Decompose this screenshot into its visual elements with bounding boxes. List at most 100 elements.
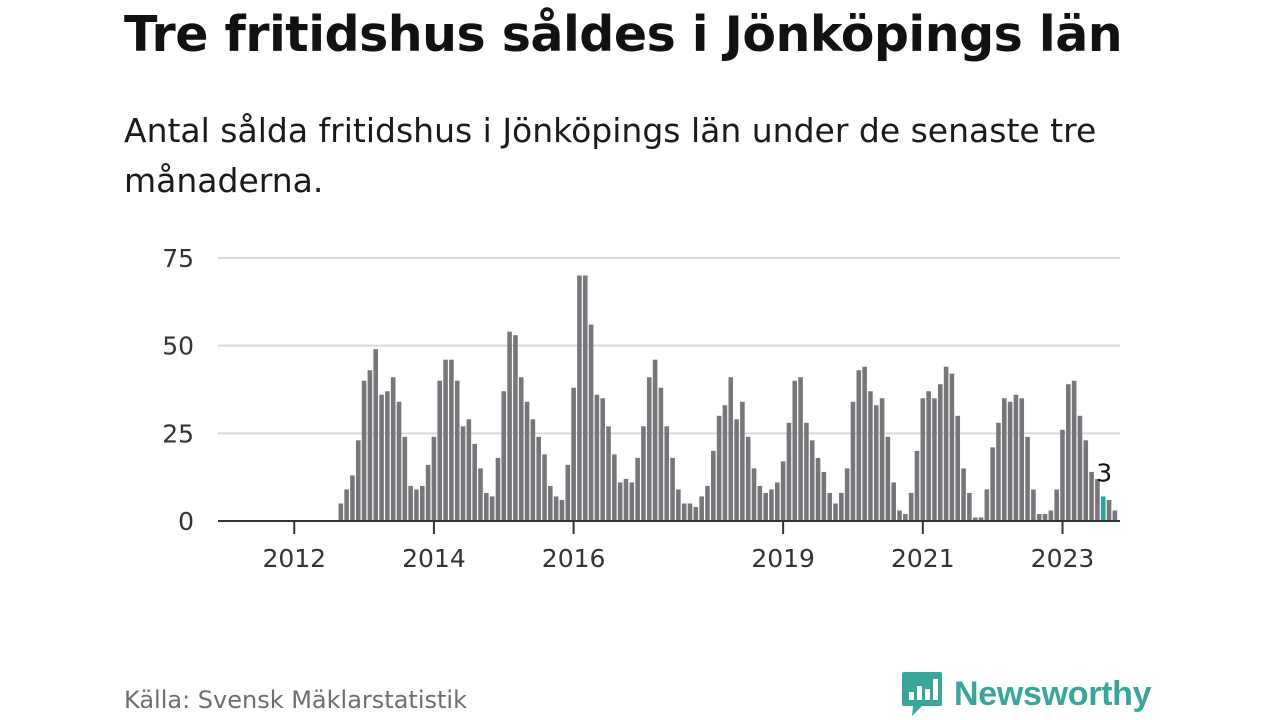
bar bbox=[821, 471, 827, 521]
bar bbox=[716, 415, 722, 521]
bar bbox=[967, 492, 972, 521]
bar bbox=[705, 485, 710, 521]
bar bbox=[507, 331, 512, 521]
bar bbox=[734, 419, 739, 521]
bar bbox=[600, 398, 606, 521]
bar bbox=[565, 464, 571, 521]
bar bbox=[472, 443, 477, 521]
bar bbox=[804, 422, 809, 521]
bar bbox=[943, 366, 949, 521]
bar bbox=[379, 394, 384, 521]
bar bbox=[891, 482, 897, 521]
bar bbox=[501, 391, 507, 521]
bar bbox=[1042, 513, 1048, 521]
bar bbox=[670, 457, 675, 521]
bar bbox=[571, 387, 576, 521]
bar bbox=[850, 401, 856, 521]
bar bbox=[687, 503, 693, 521]
bar bbox=[460, 426, 466, 521]
bar bbox=[530, 419, 536, 521]
newsworthy-logo-icon bbox=[902, 672, 942, 716]
bar bbox=[612, 454, 617, 521]
bar bbox=[390, 377, 396, 521]
bar bbox=[548, 485, 553, 521]
bar bbox=[1025, 436, 1030, 521]
bar bbox=[1001, 398, 1007, 521]
bar bbox=[1100, 496, 1106, 521]
bar bbox=[920, 398, 926, 521]
bar bbox=[373, 349, 379, 521]
bar bbox=[903, 513, 908, 521]
bar bbox=[408, 485, 413, 521]
bar bbox=[518, 377, 524, 521]
bar bbox=[839, 492, 844, 521]
bar bbox=[984, 489, 990, 521]
bar bbox=[868, 391, 873, 521]
bar bbox=[926, 391, 931, 521]
bar bbox=[1031, 489, 1036, 521]
annotations: 3 bbox=[1096, 458, 1112, 487]
bar bbox=[1095, 478, 1100, 521]
bar bbox=[873, 405, 879, 521]
y-tick-label: 50 bbox=[162, 332, 194, 361]
bar bbox=[809, 440, 815, 521]
bar bbox=[786, 422, 792, 521]
bar bbox=[885, 436, 891, 521]
bar bbox=[577, 275, 582, 521]
y-axis-tick-labels: 0 25 50 75 bbox=[162, 244, 194, 536]
bar bbox=[449, 359, 454, 521]
grid-lines bbox=[218, 257, 1120, 435]
bar bbox=[961, 468, 966, 521]
bar bbox=[536, 436, 541, 521]
bar bbox=[932, 398, 937, 521]
bar bbox=[879, 398, 885, 521]
bar bbox=[431, 436, 437, 521]
bar bbox=[780, 461, 786, 521]
bar bbox=[769, 489, 774, 521]
bar bbox=[937, 384, 943, 521]
bar bbox=[524, 401, 530, 521]
bar bbox=[710, 450, 716, 521]
bar bbox=[763, 492, 768, 521]
bar bbox=[658, 387, 664, 521]
bar bbox=[542, 454, 547, 521]
bar bbox=[897, 510, 902, 521]
bar bbox=[629, 482, 635, 521]
bar bbox=[495, 457, 501, 521]
bar bbox=[588, 324, 594, 521]
bar bbox=[972, 517, 978, 521]
bar bbox=[757, 485, 763, 521]
bar bbox=[699, 496, 704, 521]
bar bbox=[914, 450, 920, 521]
x-axis-tick-labels: 2012 2014 2016 2019 2021 2023 bbox=[262, 544, 1094, 573]
bar bbox=[722, 405, 728, 521]
brand-name: Newsworthy bbox=[954, 674, 1152, 713]
bar bbox=[1106, 499, 1112, 521]
bar bbox=[676, 489, 681, 521]
bar bbox=[1089, 471, 1094, 521]
x-tick-label: 2016 bbox=[542, 544, 606, 573]
bar bbox=[594, 394, 600, 521]
bar bbox=[652, 359, 658, 521]
bar bbox=[338, 503, 344, 521]
bar bbox=[437, 380, 443, 521]
bar bbox=[419, 485, 425, 521]
bar bbox=[792, 380, 798, 521]
bar bbox=[513, 335, 518, 521]
bar bbox=[664, 426, 670, 521]
x-tick-label: 2014 bbox=[402, 544, 466, 573]
bar bbox=[1013, 394, 1019, 521]
chart-title: Tre fritidshus såldes i Jönköpings län bbox=[124, 6, 1123, 63]
bar bbox=[478, 468, 483, 521]
bar bbox=[396, 401, 402, 521]
bar bbox=[1066, 384, 1071, 521]
bars bbox=[338, 275, 1118, 521]
x-tick-label: 2019 bbox=[751, 544, 815, 573]
y-tick-label: 25 bbox=[162, 419, 194, 448]
bar bbox=[740, 401, 745, 521]
y-tick-label: 75 bbox=[162, 244, 194, 273]
bar bbox=[361, 380, 367, 521]
bar bbox=[844, 468, 850, 521]
bar bbox=[1036, 513, 1042, 521]
